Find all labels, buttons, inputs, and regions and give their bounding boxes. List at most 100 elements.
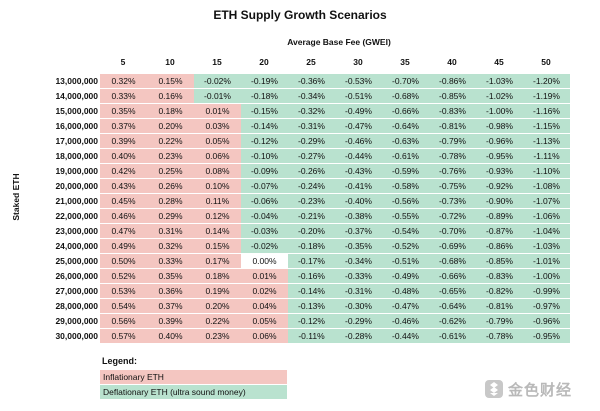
heatmap-cell: -0.18% [288,239,335,253]
heatmap-cell: -0.12% [288,314,335,328]
heatmap-cell: -0.83% [429,104,476,118]
heatmap-cell: 0.18% [147,104,194,118]
heatmap-cell: 0.19% [194,284,241,298]
heatmap-cell: 0.45% [100,194,147,208]
heatmap-cell: -0.92% [476,179,523,193]
heatmap-cell: -0.82% [476,284,523,298]
row-label: 14,000,000 [55,91,98,101]
heatmap-cell: 0.54% [100,299,147,313]
heatmap-cell: 0.37% [147,299,194,313]
row-label: 20,000,000 [55,181,98,191]
heatmap-cell: 0.05% [194,134,241,148]
heatmap-cell: -0.86% [476,239,523,253]
column-header: 25 [306,57,316,67]
heatmap-cell: -0.70% [382,74,429,88]
heatmap-row: 30,000,000 0.57% 0.40% 0.23% 0.06% -0.11% -0.2… [55,329,570,343]
heatmap-cell: 0.02% [241,284,288,298]
heatmap-cell: 0.32% [147,239,194,253]
heatmap-cell: 0.35% [147,269,194,283]
heatmap-row: 27,000,000 0.53% 0.36% 0.19% 0.02% -0.14% -0.3… [55,284,570,298]
heatmap-cell: 0.14% [194,224,241,238]
heatmap-cell: -0.43% [335,164,382,178]
heatmap-cell: -0.66% [382,104,429,118]
legend-title: Legend: [102,356,137,366]
heatmap-cell: -1.13% [523,134,570,148]
row-label: 30,000,000 [55,331,98,341]
heatmap-cell: -0.70% [429,224,476,238]
heatmap-cell: -0.33% [335,269,382,283]
heatmap-cell: 0.56% [100,314,147,328]
heatmap-cell: -0.44% [382,329,429,343]
heatmap-cell: 0.37% [100,119,147,133]
row-label: 17,000,000 [55,136,98,146]
heatmap-cell: -0.55% [382,209,429,223]
heatmap-cell: 0.11% [194,194,241,208]
heatmap-cell: 0.52% [100,269,147,283]
heatmap-cell: -0.79% [476,314,523,328]
heatmap-cell: 0.32% [100,74,147,88]
heatmap-cell: -0.17% [288,254,335,268]
heatmap-cell: -1.20% [523,74,570,88]
heatmap-row: 17,000,000 0.39% 0.22% 0.05% -0.12% -0.29% -0.… [55,134,570,148]
heatmap-cell: -0.10% [241,149,288,163]
heatmap-cell: -0.66% [429,269,476,283]
heatmap-cell: 0.25% [147,164,194,178]
column-header: 5 [120,57,126,67]
heatmap-cell: 0.16% [147,89,194,103]
heatmap-cell: -0.69% [429,239,476,253]
heatmap-cell: -0.03% [241,224,288,238]
heatmap-cell: 0.43% [100,179,147,193]
heatmap-cell: -0.97% [523,299,570,313]
heatmap-cell: 0.31% [147,224,194,238]
heatmap-cell: -1.03% [476,74,523,88]
heatmap-cell: -0.81% [476,299,523,313]
heatmap-row: 24,000,000 0.49% 0.32% 0.15% -0.02% -0.18% -0.… [55,239,570,253]
heatmap-cell: -0.40% [335,194,382,208]
heatmap-cell: -0.68% [382,89,429,103]
column-header: 20 [259,57,269,67]
heatmap-cell: -0.65% [429,284,476,298]
heatmap-cell: 0.05% [241,314,288,328]
heatmap-cell: -0.11% [288,329,335,343]
heatmap-cell: -0.12% [241,134,288,148]
heatmap-cell: -0.99% [523,284,570,298]
heatmap-cell: 0.04% [241,299,288,313]
heatmap-cell: 0.22% [194,314,241,328]
row-label: 22,000,000 [55,211,98,221]
heatmap-cell: -0.47% [382,299,429,313]
heatmap-cell: -0.14% [241,119,288,133]
row-label: 21,000,000 [55,196,98,206]
heatmap-cell: 0.20% [194,299,241,313]
heatmap-cell: -0.14% [288,284,335,298]
heatmap-cell: -0.81% [429,119,476,133]
heatmap-cell: -0.58% [382,179,429,193]
row-label: 29,000,000 [55,316,98,326]
heatmap-cell: -0.59% [382,164,429,178]
heatmap-cell: -0.46% [382,314,429,328]
heatmap-cell: -0.52% [382,239,429,253]
legend-deflationary: Deflationary ETH (ultra sound money) [100,385,287,399]
heatmap-cell: -1.01% [523,254,570,268]
heatmap-cell: 0.53% [100,284,147,298]
heatmap-cell: -0.31% [335,284,382,298]
heatmap-row: 28,000,000 0.54% 0.37% 0.20% 0.04% -0.13% -0.3… [55,299,570,313]
heatmap-cell: -0.04% [241,209,288,223]
heatmap-cell: -0.15% [241,104,288,118]
heatmap-cell: -0.16% [288,269,335,283]
heatmap-cell: 0.08% [194,164,241,178]
column-header: 30 [353,57,363,67]
heatmap-cell: 0.23% [147,149,194,163]
heatmap-cell: -1.15% [523,119,570,133]
heatmap-row: 26,000,000 0.52% 0.35% 0.18% 0.01% -0.16% -0.3… [55,269,570,283]
row-label: 27,000,000 [55,286,98,296]
heatmap-cell: -1.08% [523,179,570,193]
heatmap-cell: -0.64% [429,299,476,313]
heatmap-cell: -0.49% [382,269,429,283]
heatmap-cell: -0.87% [476,224,523,238]
heatmap-row: 19,000,000 0.42% 0.25% 0.08% -0.09% -0.26% -0.… [55,164,570,178]
heatmap-cell: -1.19% [523,89,570,103]
heatmap-cell: -0.47% [335,119,382,133]
column-header: 10 [165,57,175,67]
heatmap-cell: -0.51% [335,89,382,103]
heatmap-cell: -0.21% [288,209,335,223]
